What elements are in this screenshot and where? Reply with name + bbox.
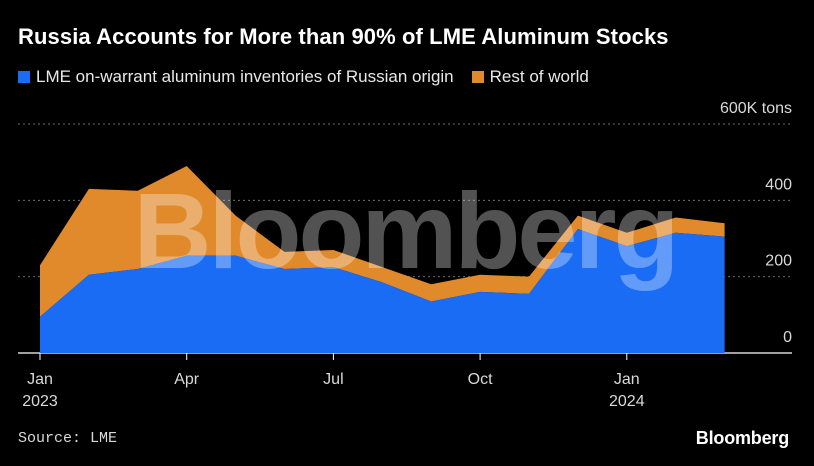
axes: 0 200 400 600K tons Jan 2023 Apr Jul Oct Jan 2024 [22,100,792,410]
bloomberg-logo: Bloomberg [695,428,789,448]
area-rest-of-world [40,165,725,317]
y-tick-label-600: 600K tons [720,100,792,117]
chart-legend: LME on-warrant aluminum inventories of R… [18,67,589,87]
y-tick-label-200: 200 [765,253,792,270]
area-russian-origin [40,228,725,353]
y-tick-label-0: 0 [783,329,792,346]
legend-item-rest: Rest of world [471,67,589,87]
y-tick-label-400: 400 [765,176,792,193]
bloomberg-watermark: Bloomberg [133,170,676,291]
x-tick-label-1: Apr [174,371,200,388]
x-tick-year-0: 2023 [22,393,58,410]
x-tick-label-3: Oct [468,371,493,388]
legend-label-russia: LME on-warrant aluminum inventories of R… [36,67,454,86]
legend-swatch-rest [471,71,484,83]
legend-swatch-russia [18,71,30,83]
area-series [40,165,725,353]
x-tick-label-4: Jan [614,371,640,388]
source-note: Source: LME [18,430,118,447]
chart-title: Russia Accounts for More than 90% of LME… [18,24,669,49]
legend-item-russia: LME on-warrant aluminum inventories of R… [18,67,454,87]
x-tick-label-2: Jul [323,371,343,388]
x-tick-label-0: Jan [27,371,53,388]
x-tick-year-4: 2024 [609,393,645,410]
legend-label-rest: Rest of world [489,67,589,86]
